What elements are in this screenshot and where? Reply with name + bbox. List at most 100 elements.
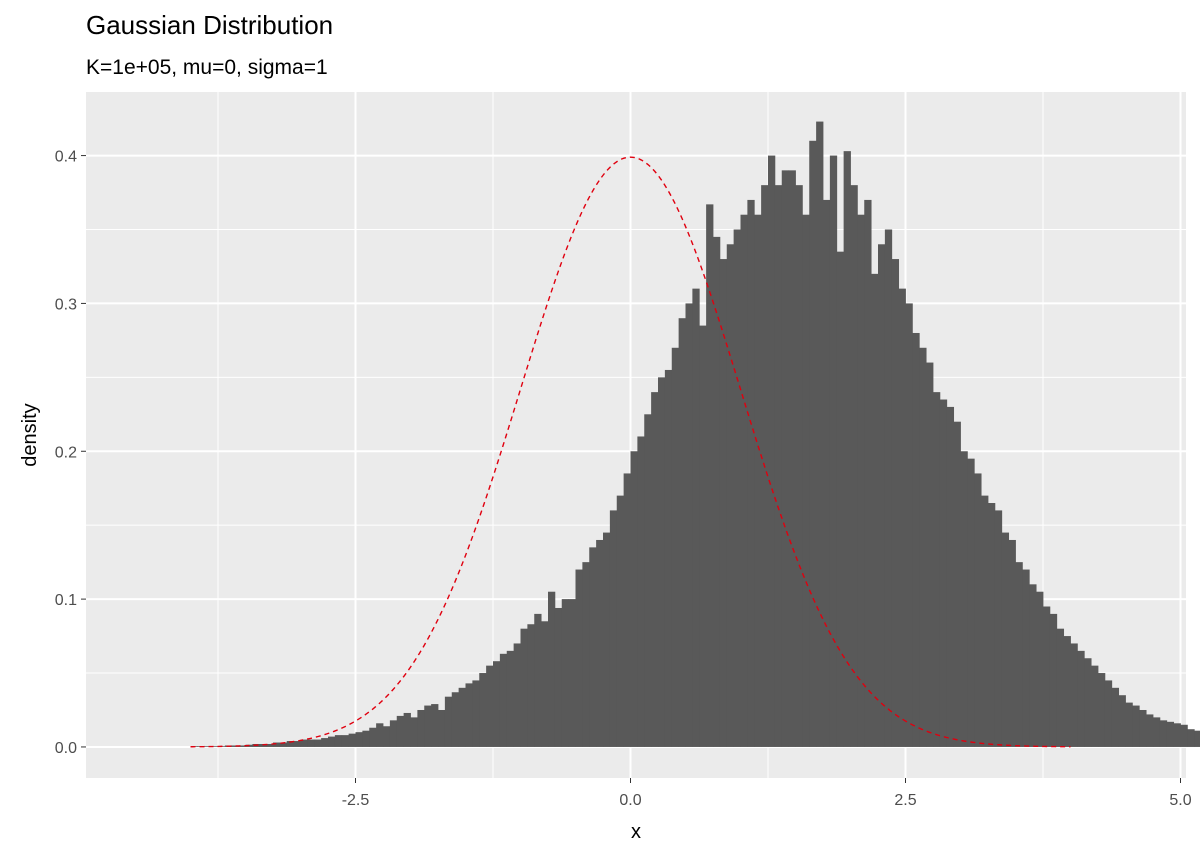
histogram-bar (1111, 687, 1120, 747)
histogram-bar (575, 569, 583, 747)
histogram-bar (637, 436, 645, 747)
y-axis-title: density (19, 403, 41, 466)
histogram-bar (513, 643, 521, 747)
histogram-bar (273, 742, 281, 747)
histogram-bar (499, 653, 508, 747)
histogram-bar (960, 451, 968, 747)
histogram-bar (541, 621, 549, 747)
histogram-bar (204, 746, 212, 747)
histogram-bar (383, 726, 391, 747)
histogram-bar (933, 392, 941, 747)
histogram-bar (506, 650, 515, 747)
histogram-bar (403, 712, 411, 747)
histogram-bar (795, 185, 803, 747)
histogram-bar (465, 683, 473, 747)
histogram-bar (926, 362, 934, 747)
y-tick-label: 0.1 (55, 592, 77, 609)
histogram-bar (747, 199, 755, 747)
histogram-bar (568, 599, 576, 747)
chart-subtitle: K=1e+05, mu=0, sigma=1 (86, 56, 328, 79)
y-tick-label: 0.0 (55, 740, 77, 757)
histogram-bar (286, 741, 295, 747)
x-axis-title: x (631, 821, 641, 843)
histogram-bar (726, 244, 735, 747)
histogram-bar (616, 495, 625, 747)
histogram-bar (671, 347, 680, 747)
histogram-bar (1146, 714, 1154, 747)
histogram-bar (1077, 650, 1085, 747)
histogram-bar (719, 259, 728, 747)
histogram-bar (939, 399, 948, 747)
histogram-bar (389, 720, 398, 747)
histogram-bar (1173, 723, 1181, 747)
histogram-bar (534, 613, 542, 747)
histogram-bar (1063, 636, 1071, 747)
histogram-bar (1022, 569, 1030, 747)
histogram-bar (754, 214, 762, 747)
histogram-bar (259, 743, 267, 747)
histogram-bar (231, 745, 240, 747)
histogram-bar (609, 510, 618, 747)
histogram-bar (829, 155, 838, 747)
histogram-bar (788, 170, 796, 747)
histogram-bar (293, 741, 301, 747)
histogram-bar (953, 421, 961, 747)
histogram-bar (685, 303, 693, 747)
histogram-bar (699, 325, 707, 747)
histogram-bar (307, 739, 315, 747)
histogram-bar (651, 392, 659, 747)
x-tick-label: 5.0 (1169, 792, 1191, 809)
histogram-bar (479, 673, 487, 747)
histogram-bar (279, 742, 288, 747)
histogram-bar (836, 251, 845, 747)
histogram-bar (981, 495, 989, 747)
histogram-bar (424, 705, 432, 747)
histogram-bar (266, 743, 274, 747)
x-tick-label: -2.5 (342, 792, 370, 809)
histogram-bar (857, 214, 865, 747)
histogram-bar (678, 318, 686, 747)
histogram-bar (1001, 532, 1010, 747)
y-tick-label: 0.2 (55, 444, 77, 461)
histogram-bar (486, 665, 494, 747)
histogram-bar (396, 715, 405, 747)
histogram-bar (891, 259, 900, 747)
histogram-bar (912, 332, 920, 747)
histogram-bar (733, 229, 741, 747)
y-tick-label: 0.3 (55, 296, 77, 313)
histogram-bar (1159, 720, 1168, 747)
histogram-bar (713, 236, 721, 747)
histogram-bar (1043, 606, 1051, 747)
histogram-bar (623, 473, 631, 747)
histogram-bars (190, 121, 1200, 747)
histogram-bar (988, 503, 996, 747)
histogram-bar (603, 532, 611, 747)
histogram-bar (1139, 709, 1147, 747)
histogram-bar (376, 723, 384, 747)
histogram-bar (967, 458, 975, 747)
histogram-bar (644, 414, 652, 747)
histogram-bar (1118, 695, 1126, 747)
histogram-bar (1194, 730, 1200, 747)
histogram-bar (768, 155, 776, 747)
y-tick-label: 0.4 (55, 149, 77, 166)
histogram-bar (410, 717, 418, 747)
histogram-bar (458, 687, 466, 747)
histogram-bar (1091, 665, 1099, 747)
histogram-bar (348, 733, 356, 747)
histogram-bar (905, 303, 913, 747)
histogram-bar (740, 214, 748, 747)
histogram-bar (809, 140, 817, 747)
histogram-bar (802, 214, 810, 747)
histogram-bar (493, 661, 501, 747)
histogram-bar (843, 151, 851, 747)
histogram-bar (554, 607, 563, 747)
histogram-bar (871, 273, 879, 747)
histogram-bar (1132, 705, 1140, 747)
histogram-bar (1180, 724, 1188, 747)
histogram-bar (238, 745, 246, 747)
histogram-bar (974, 473, 982, 747)
histogram-bar (596, 539, 604, 747)
histogram-bar (582, 562, 590, 747)
